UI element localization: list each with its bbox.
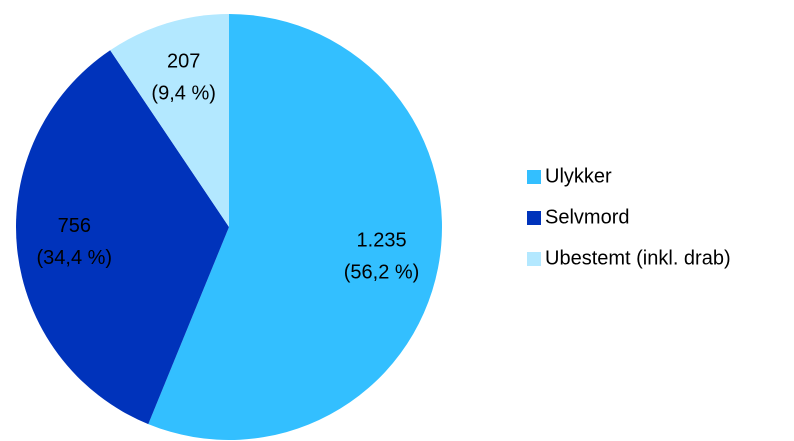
legend-label: Ulykker	[545, 165, 612, 187]
percent-label: (56,2 %)	[344, 261, 420, 283]
legend-swatch	[527, 170, 541, 184]
percent-label: (34,4 %)	[37, 247, 113, 269]
legend-label: Ubestemt (inkl. drab)	[545, 247, 731, 269]
data-label: 207	[167, 51, 200, 73]
legend-swatch	[527, 252, 541, 266]
pie-slice	[148, 14, 442, 440]
pie-slice	[110, 14, 229, 227]
pie-slice	[16, 50, 230, 425]
data-label: 756	[58, 215, 91, 237]
legend-swatch	[527, 211, 541, 225]
percent-label: (9,4 %)	[151, 83, 215, 105]
data-label: 1.235	[357, 229, 407, 251]
legend-label: Selvmord	[545, 206, 629, 228]
